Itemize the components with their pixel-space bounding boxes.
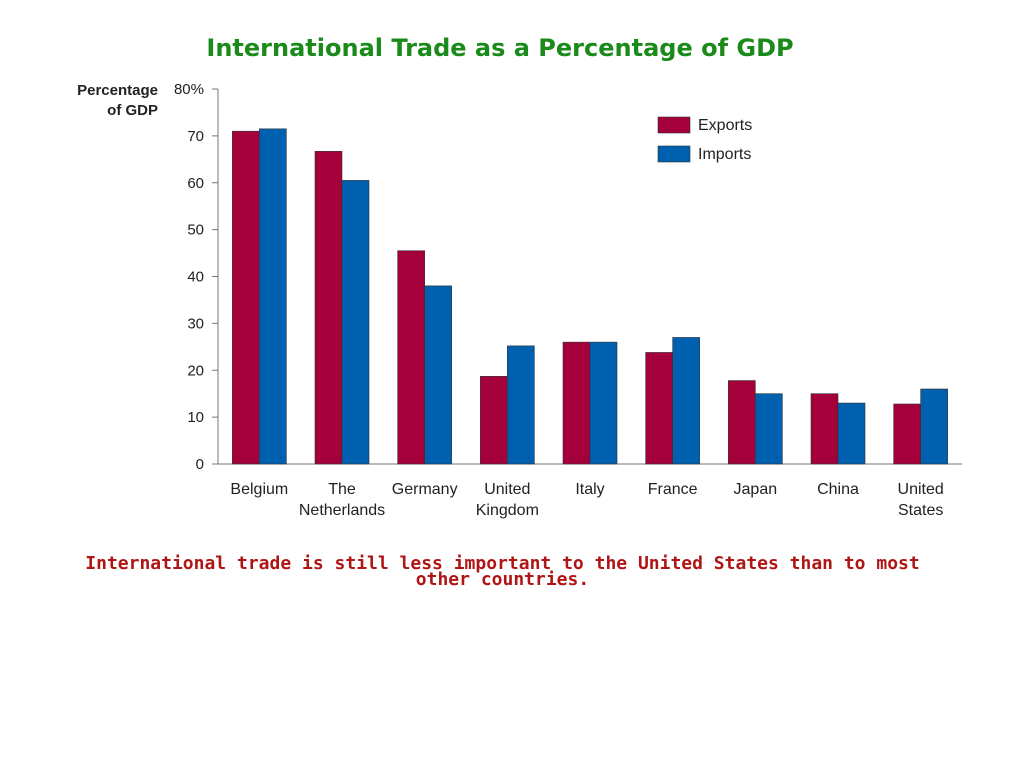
bar-imports-the-netherlands: [341, 180, 370, 465]
bar-exports-france: [645, 352, 673, 465]
bar-imports-united-states: [920, 388, 948, 465]
bar-imports-germany: [424, 285, 452, 465]
chart-bars: [232, 128, 948, 465]
legend-label-imports: Imports: [698, 146, 751, 163]
bar-exports-china: [810, 393, 839, 465]
chart-legend: Exports Imports: [657, 116, 752, 163]
y-tick-label: 40: [187, 269, 204, 286]
x-tick-label: States: [898, 502, 943, 519]
y-tick-label: 70: [187, 128, 204, 145]
bar-exports-germany: [397, 250, 425, 465]
y-axis-title: of GDP: [107, 102, 158, 119]
x-tick-label: United: [484, 481, 530, 498]
x-tick-label: Germany: [392, 481, 458, 498]
x-tick-label: The: [328, 481, 356, 498]
slide-caption: International trade is still less import…: [85, 553, 920, 590]
bar-imports-japan: [755, 393, 783, 465]
y-axis-title: Percentage: [77, 82, 158, 99]
bar-chart: 0 10 20 30 40 50 60 70 80% Percentage of GDP Belgi…: [77, 81, 962, 519]
x-tick-label: United: [898, 481, 944, 498]
bar-exports-belgium: [232, 130, 260, 465]
legend-label-exports: Exports: [698, 117, 752, 134]
y-tick-label: 20: [187, 362, 204, 379]
bar-imports-china: [837, 402, 866, 465]
x-tick-label: France: [648, 481, 698, 498]
bar-exports-the-netherlands: [314, 151, 343, 465]
legend-swatch-imports: [657, 145, 691, 163]
x-tick-label: Netherlands: [299, 502, 385, 519]
x-tick-label: China: [817, 481, 859, 498]
bar-exports-united-kingdom: [480, 376, 508, 465]
y-tick-label: 0: [196, 456, 204, 473]
y-tick-label: 10: [187, 409, 204, 426]
y-tick-label: 30: [187, 315, 204, 332]
x-tick-labels: Belgium The Netherlands Germany United Kingdo…: [230, 481, 943, 519]
x-tick-label: Kingdom: [476, 502, 539, 519]
bar-exports-italy: [562, 341, 591, 465]
x-tick-label: Italy: [575, 481, 604, 498]
bar-imports-italy: [589, 341, 618, 465]
bar-exports-japan: [728, 380, 756, 465]
slide-title: International Trade as a Percentage of G…: [206, 34, 794, 62]
x-tick-label: Belgium: [230, 481, 288, 498]
bar-exports-united-states: [893, 403, 921, 465]
bar-imports-united-kingdom: [507, 345, 535, 465]
y-tick-label: 80%: [174, 81, 204, 98]
legend-swatch-exports: [657, 116, 691, 134]
bar-imports-france: [672, 337, 700, 465]
y-tick-label: 50: [187, 222, 204, 239]
x-tick-label: Japan: [734, 481, 778, 498]
y-tick-label: 60: [187, 175, 204, 192]
bar-imports-belgium: [259, 128, 287, 465]
